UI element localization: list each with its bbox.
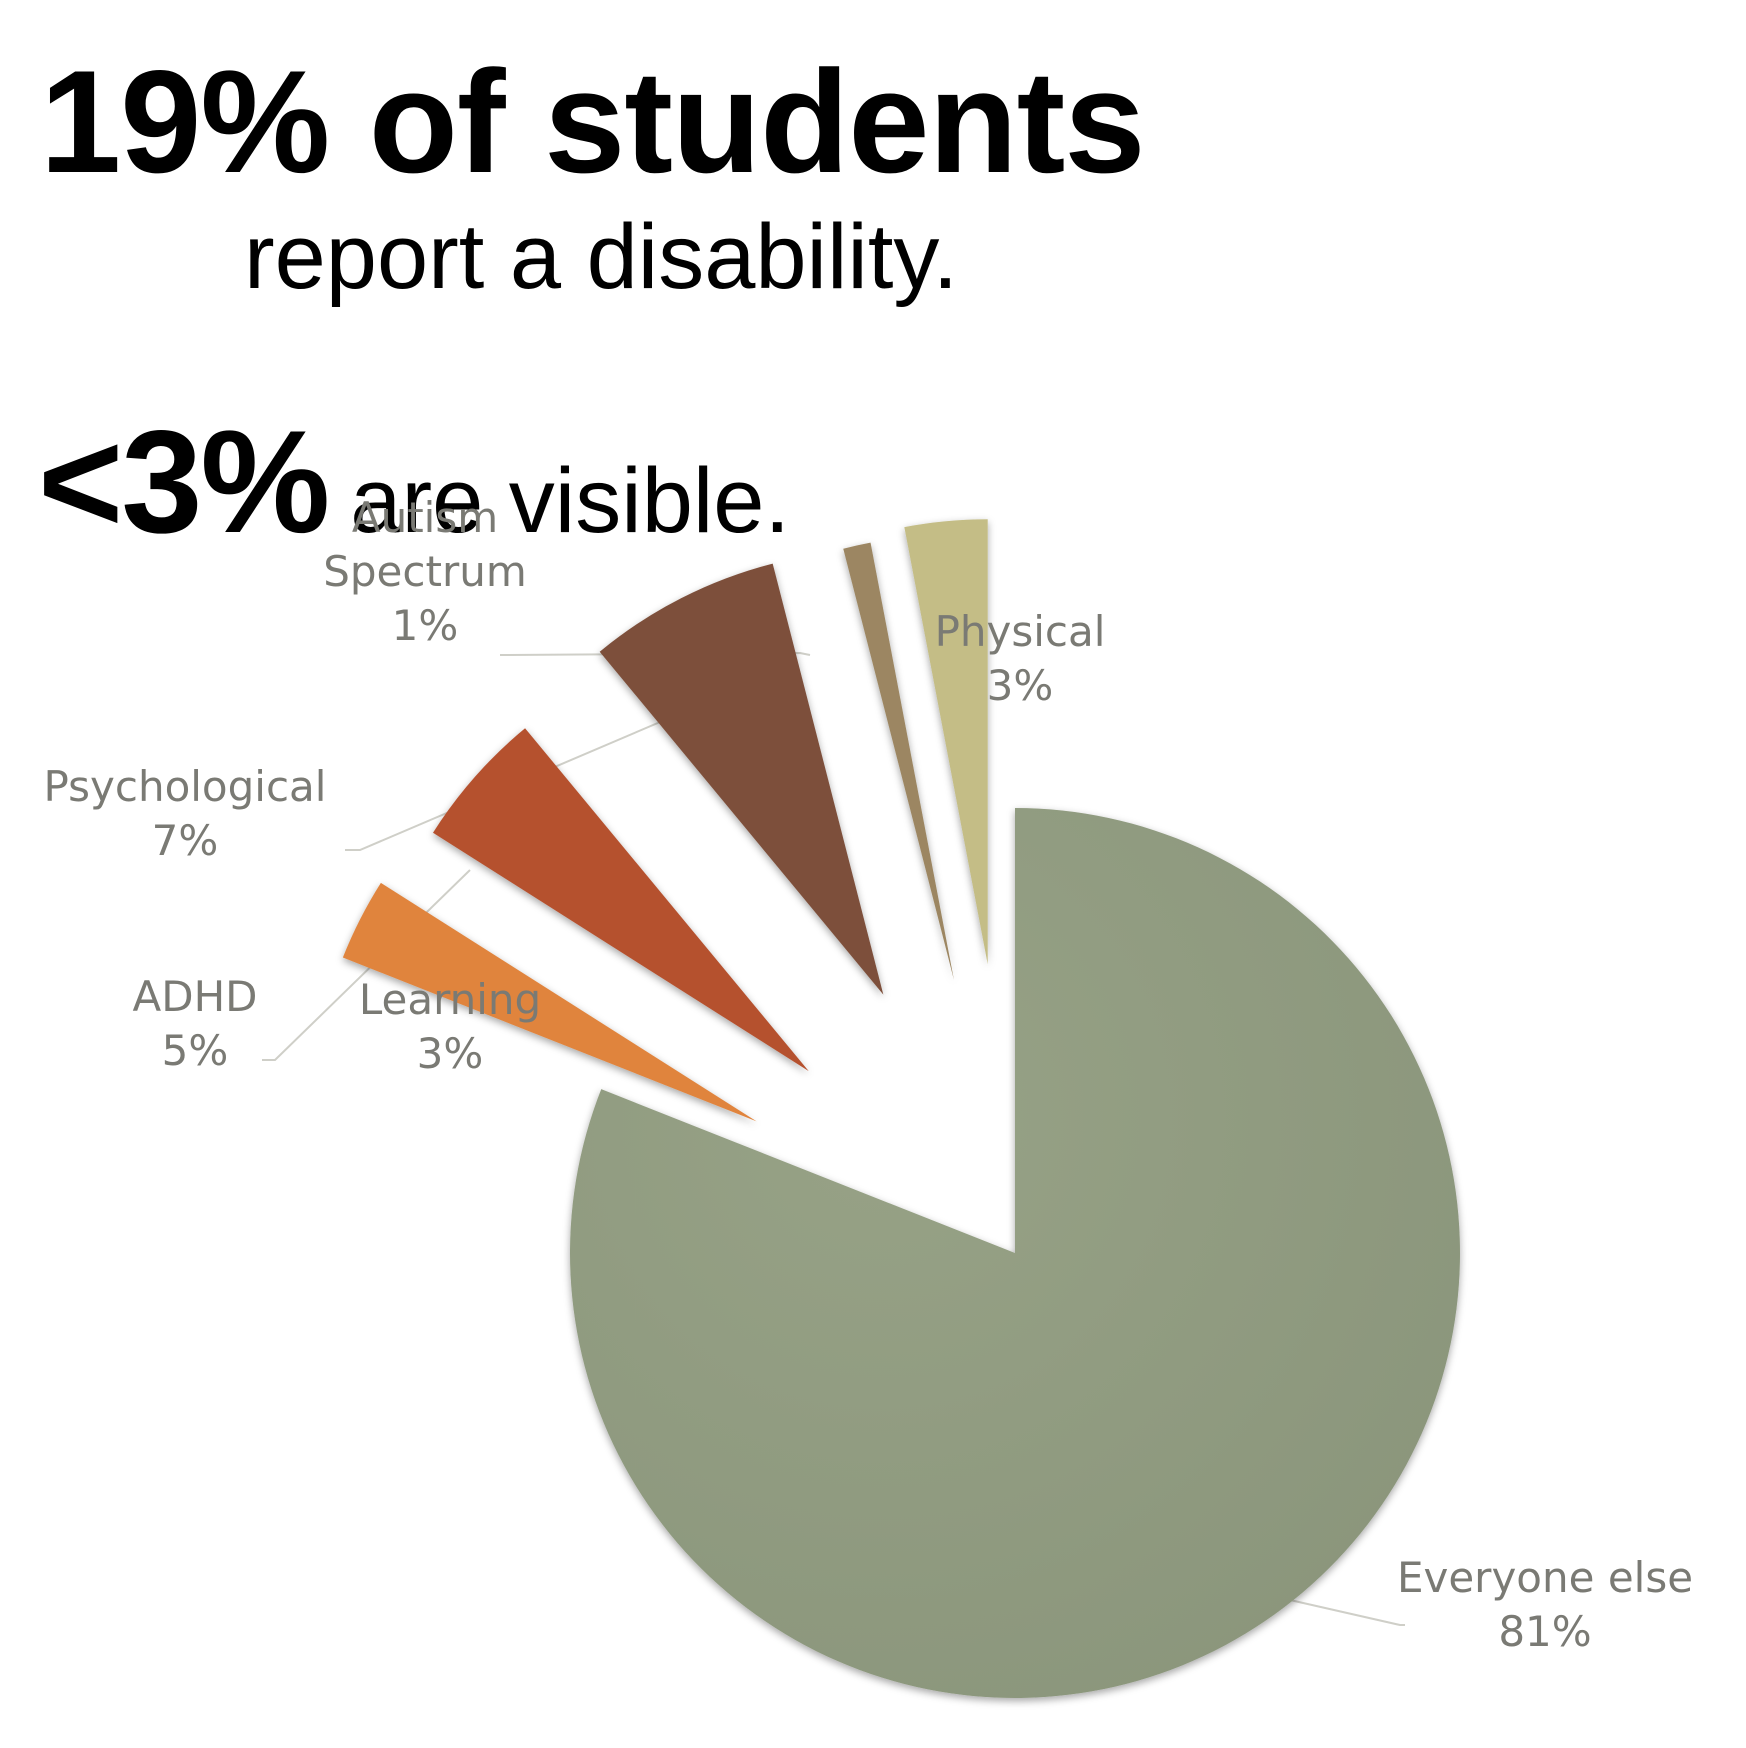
slice-name-psychological: Psychological <box>44 762 327 811</box>
headline-main: 19% of students <box>40 40 1146 203</box>
leader-line-everyone-else <box>1289 1599 1405 1626</box>
slice-label-learning: Learning 3% <box>359 975 541 1078</box>
pie-slice-psychological <box>599 563 884 995</box>
slice-value-physical: 3% <box>987 661 1054 710</box>
slice-value-adhd: 5% <box>162 1026 229 1075</box>
slice-value-learning: 3% <box>417 1029 484 1078</box>
pie-slice-learning <box>342 882 757 1122</box>
visible-percentage: <3% <box>38 400 330 563</box>
pie-slice-autism-spectrum <box>843 542 954 980</box>
pie-slice-adhd <box>432 728 809 1072</box>
pie-slices <box>342 519 1460 1698</box>
headline-visible: <3% are visible. <box>38 398 790 566</box>
slice-label-physical: Physical 3% <box>935 607 1106 710</box>
slice-name-autism-spectrum: Autism <box>352 493 498 542</box>
slice-name-learning: Learning <box>359 975 541 1024</box>
slice-label-psychological: Psychological 7% <box>44 762 327 865</box>
visible-text: are visible. <box>350 450 791 552</box>
pie-slice-everyone-else <box>569 808 1460 1698</box>
leader-line-psychological <box>345 704 701 851</box>
slice-label-autism-spectrum: Autism Spectrum 1% <box>323 493 527 650</box>
slice-label-everyone-else: Everyone else 81% <box>1397 1553 1693 1656</box>
slice-label-adhd: ADHD 5% <box>133 972 258 1075</box>
slice-name-adhd: ADHD <box>133 972 258 1021</box>
slice-name-autism-spectrum: Spectrum <box>323 547 527 596</box>
headline-subtitle: report a disability. <box>244 206 959 308</box>
slice-value-everyone-else: 81% <box>1498 1607 1591 1656</box>
slice-name-physical: Physical <box>935 607 1106 656</box>
slice-value-psychological: 7% <box>152 816 219 865</box>
pie-slice-physical <box>904 519 988 965</box>
slice-value-autism-spectrum: 1% <box>392 601 459 650</box>
slice-labels: Everyone else 81% Learning 3% ADHD 5% Psycholo… <box>44 493 1694 1656</box>
leader-line-autism-spectrum <box>499 651 811 656</box>
slice-name-everyone-else: Everyone else <box>1397 1553 1693 1602</box>
